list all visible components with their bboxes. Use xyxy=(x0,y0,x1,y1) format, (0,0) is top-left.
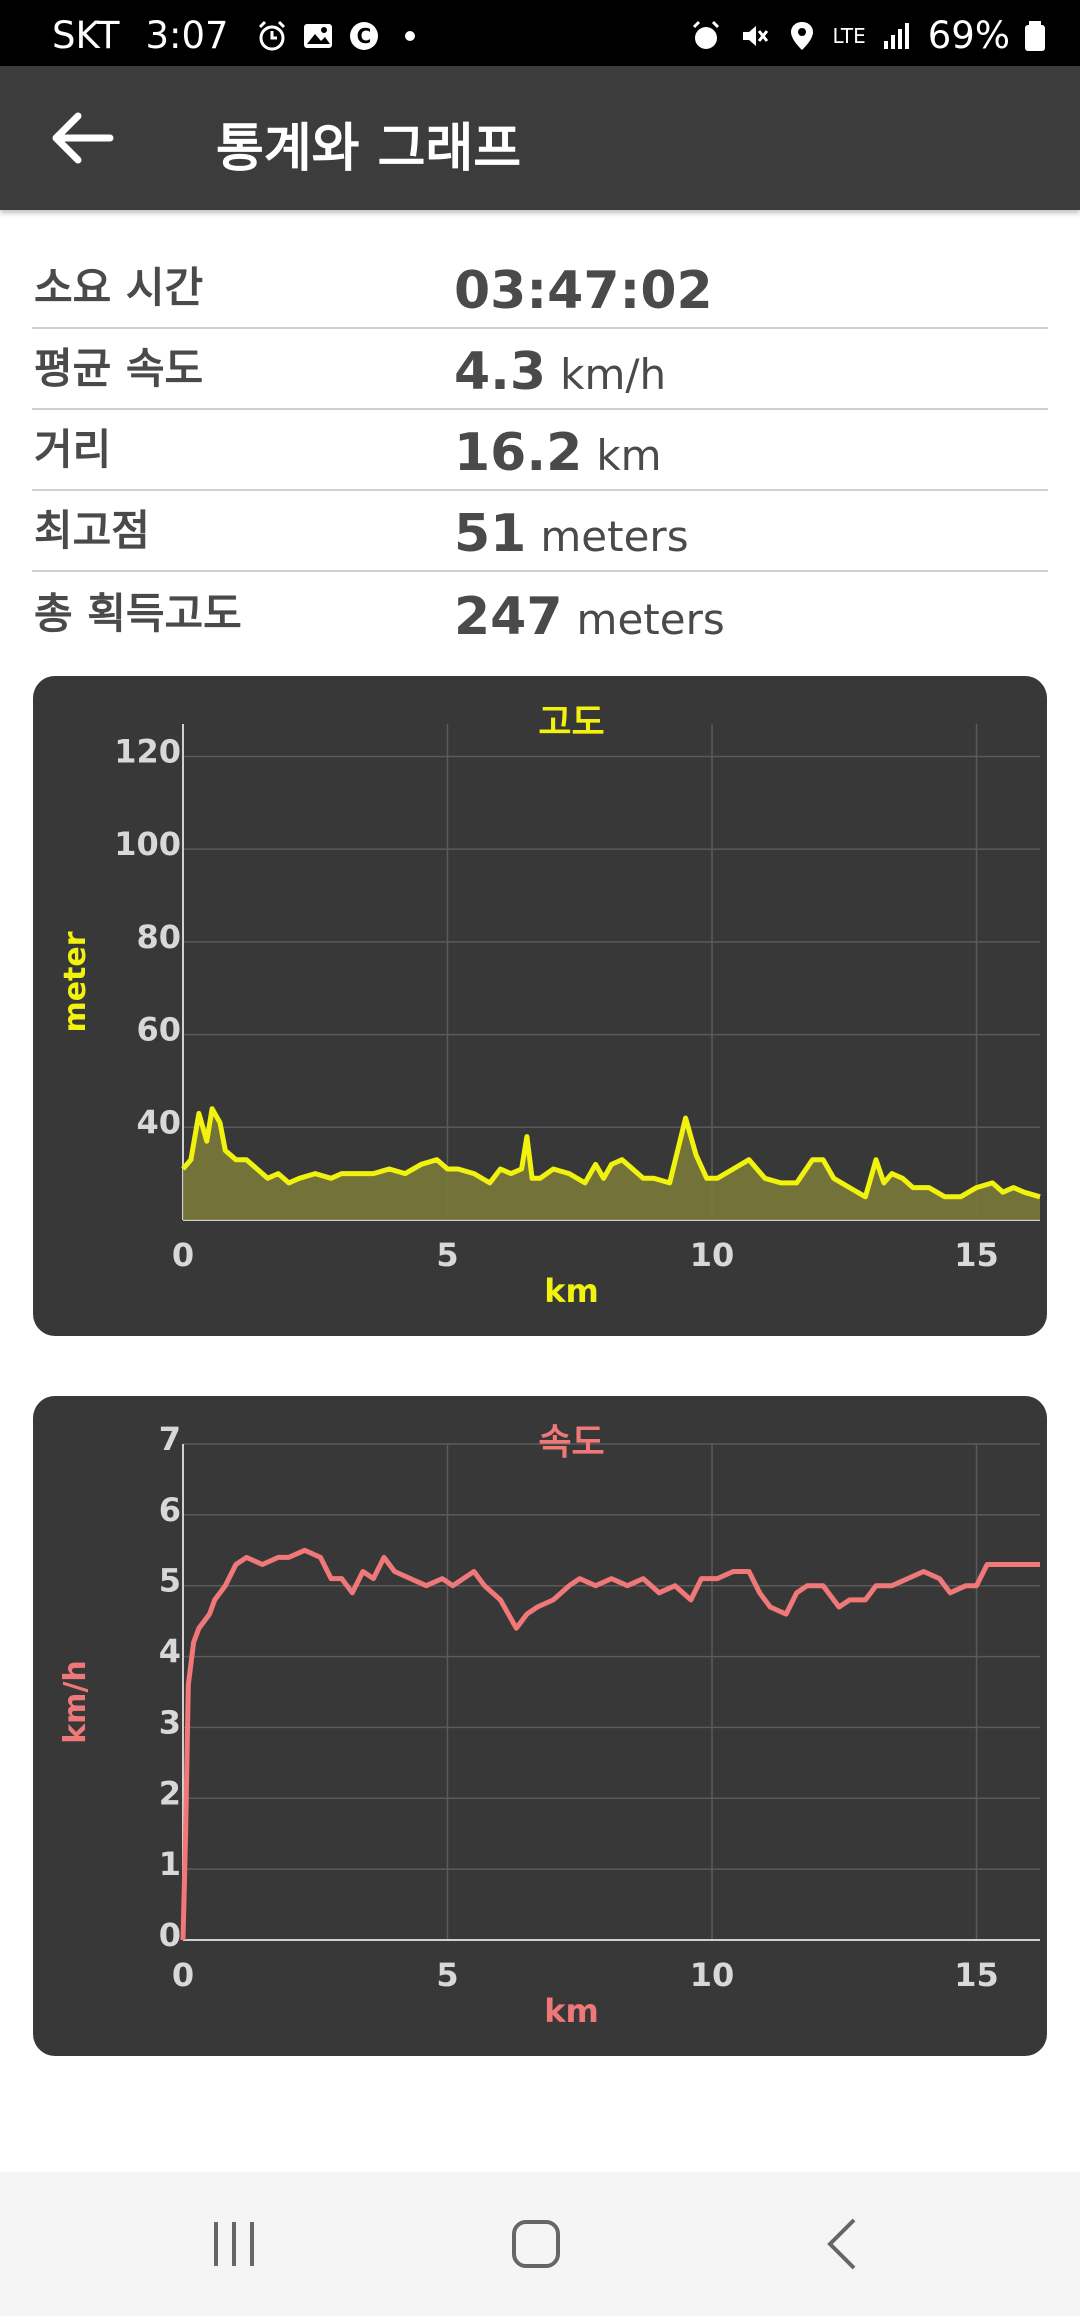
y-tick-label: 80 xyxy=(136,918,181,956)
y-axis-label: km/h xyxy=(58,1660,93,1744)
area-fill xyxy=(183,1108,1040,1220)
stat-unit: meters xyxy=(540,512,689,561)
app-bar: 통계와 그래프 xyxy=(0,66,1080,210)
dot-icon xyxy=(404,30,415,41)
svg-text:C: C xyxy=(356,24,371,48)
y-tick-label: 7 xyxy=(159,1420,181,1458)
x-tick-label: 5 xyxy=(436,1236,458,1274)
stat-value: 51 xyxy=(454,504,527,564)
x-tick-label: 5 xyxy=(436,1956,458,1994)
chart-title: 속도 xyxy=(538,1422,604,1463)
image-icon xyxy=(303,23,332,48)
speed-chart: 0 5 10 15 0 1 2 3 4 5 6 7 속도 km km/h xyxy=(58,1420,1040,2030)
stat-label: 거리 xyxy=(34,425,112,474)
signal-icon xyxy=(883,22,909,49)
stat-row-duration: 소요 시간 03:47:02 xyxy=(32,248,1048,329)
stat-value: 4.3 xyxy=(454,342,547,402)
y-axis-label: meter xyxy=(58,931,93,1032)
navigation-bar xyxy=(0,2172,1080,2316)
y-tick-label: 2 xyxy=(159,1774,181,1812)
y-tick-label: 100 xyxy=(114,825,181,863)
stat-value: 16.2 xyxy=(454,423,583,483)
stat-row-distance: 거리 16.2 km xyxy=(32,410,1048,491)
chart-title: 고도 xyxy=(538,702,604,743)
stat-value: 247 xyxy=(454,587,563,647)
y-tick-label: 3 xyxy=(159,1703,181,1741)
x-tick-label: 10 xyxy=(690,1956,735,1994)
y-tick-label: 120 xyxy=(114,732,181,770)
y-tick-label: 6 xyxy=(159,1491,181,1529)
carrier-label: SKT xyxy=(52,14,120,57)
stat-row-avg-speed: 평균 속도 4.3 km/h xyxy=(32,329,1048,410)
battery-icon xyxy=(1025,20,1045,51)
status-bar: SKT 3:07 C LTE 69% xyxy=(0,0,1080,66)
y-tick-label: 40 xyxy=(136,1103,181,1141)
stat-label: 총 획득고도 xyxy=(34,589,242,638)
x-tick-label: 15 xyxy=(954,1956,999,1994)
y-tick-label: 60 xyxy=(136,1011,181,1049)
stat-unit: meters xyxy=(576,595,725,644)
y-tick-label: 4 xyxy=(159,1633,181,1671)
x-tick-label: 10 xyxy=(690,1236,735,1274)
y-tick-label: 5 xyxy=(159,1562,181,1600)
speed-chart-card: 0 5 10 15 0 1 2 3 4 5 6 7 속도 km km/h xyxy=(33,1396,1047,2056)
x-axis-label: km xyxy=(544,1992,599,2030)
stat-label: 최고점 xyxy=(34,506,150,555)
stat-label: 평균 속도 xyxy=(34,344,204,393)
stat-label: 소요 시간 xyxy=(34,263,204,312)
x-tick-label: 15 xyxy=(954,1236,999,1274)
x-axis-label: km xyxy=(544,1272,599,1310)
arrow-left-icon[interactable] xyxy=(48,110,118,166)
back-nav-icon[interactable] xyxy=(822,2216,862,2272)
x-tick-label: 0 xyxy=(172,1956,194,1994)
stat-row-max-elevation: 최고점 51 meters xyxy=(32,491,1048,572)
battery-percent: 69% xyxy=(927,14,1010,57)
elevation-chart-card: 0 5 10 15 40 60 80 100 120 고도 km meter xyxy=(33,676,1047,1336)
recent-apps-icon[interactable] xyxy=(210,2218,258,2270)
location-icon xyxy=(790,21,813,50)
x-tick-label: 0 xyxy=(172,1236,194,1274)
copyright-app-icon: C xyxy=(349,21,378,50)
network-type: LTE xyxy=(832,23,866,48)
stat-value: 03:47:02 xyxy=(454,261,713,321)
y-tick-label: 1 xyxy=(159,1845,181,1883)
mute-icon xyxy=(742,25,768,46)
y-tick-label: 0 xyxy=(159,1916,181,1954)
home-icon[interactable] xyxy=(510,2216,562,2272)
page-title: 통계와 그래프 xyxy=(216,119,522,179)
clock: 3:07 xyxy=(145,14,229,57)
stat-row-total-ascent: 총 획득고도 247 meters xyxy=(32,572,1048,653)
stat-unit: km xyxy=(596,431,662,480)
stats-list: 소요 시간 03:47:02 평균 속도 4.3 km/h 거리 16.2 km 최… xyxy=(32,248,1048,653)
series-line xyxy=(181,1106,1041,1200)
series-line xyxy=(180,1547,1040,1941)
stat-unit: km/h xyxy=(560,350,667,399)
elevation-chart: 0 5 10 15 40 60 80 100 120 고도 km meter xyxy=(58,702,1041,1310)
alarm-icon xyxy=(692,20,719,49)
alarm-icon xyxy=(258,20,285,50)
